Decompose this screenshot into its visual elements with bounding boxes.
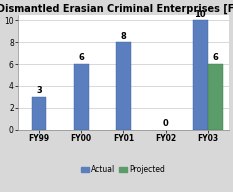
Text: 8: 8 [120, 32, 126, 41]
Title: Dismantled Erasian Criminal Enterprises [FBI]: Dismantled Erasian Criminal Enterprises … [0, 4, 233, 14]
Text: 6: 6 [78, 53, 84, 62]
Text: 3: 3 [36, 86, 42, 95]
Bar [116, 42, 131, 130]
Text: 10: 10 [194, 10, 206, 19]
Bar [74, 64, 89, 130]
Text: 0: 0 [163, 119, 168, 128]
Bar [208, 64, 223, 130]
Bar [193, 20, 208, 130]
Bar [32, 97, 46, 130]
Legend: Actual, Projected: Actual, Projected [82, 165, 165, 174]
Text: 6: 6 [212, 53, 218, 62]
